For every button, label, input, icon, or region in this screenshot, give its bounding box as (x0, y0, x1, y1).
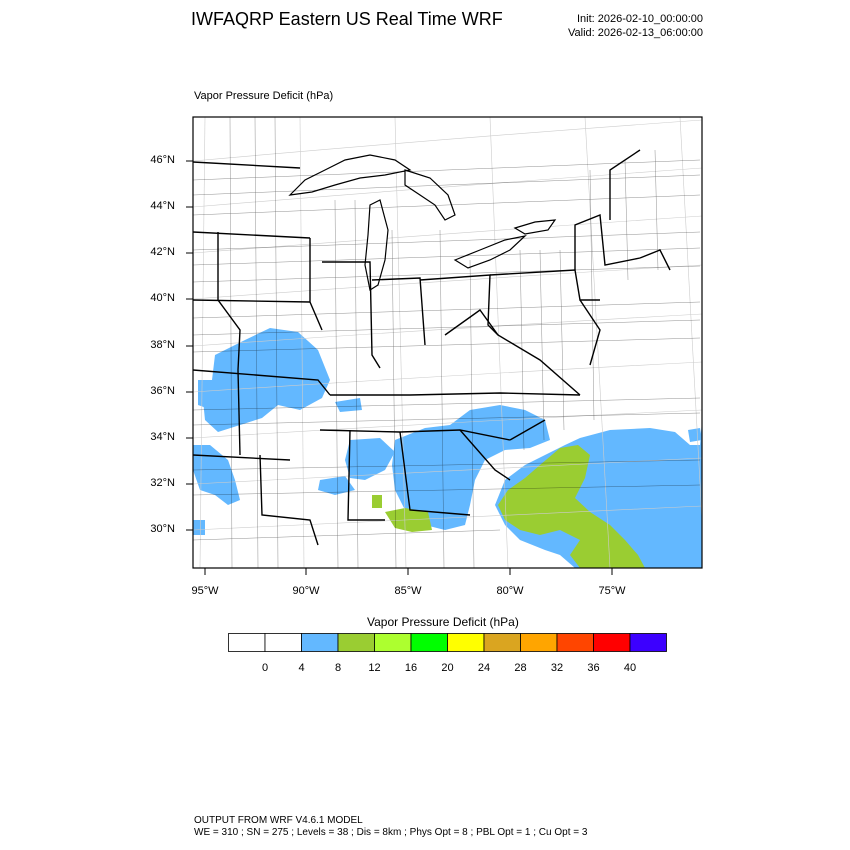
lat-label: 32°N (150, 477, 175, 489)
page-title: IWFAQRP Eastern US Real Time WRF (191, 9, 503, 29)
colorbar-swatch (264, 633, 302, 652)
colorbar-label: 24 (477, 662, 491, 674)
lat-label: 38°N (150, 339, 175, 351)
init-time: Init: 2026-02-10_00:00:00 (577, 13, 703, 25)
field-title: Vapor Pressure Deficit (hPa) (194, 90, 334, 102)
state-boundaries (193, 149, 671, 546)
lon-label: 85°W (394, 585, 422, 597)
colorbar-label: 40 (623, 662, 637, 674)
colorbar-title: Vapor Pressure Deficit (hPa) (367, 615, 519, 629)
colorbar-swatch (447, 633, 485, 652)
lat-label: 36°N (150, 385, 175, 397)
colorbar-label: 32 (550, 662, 564, 674)
lon-label: 75°W (598, 585, 626, 597)
colorbar-swatch (337, 633, 375, 652)
colorbar-swatch (556, 633, 594, 652)
colorbar-label: 16 (404, 662, 418, 674)
lat-label: 34°N (150, 431, 175, 443)
colorbar-label: 4 (298, 662, 305, 674)
lat-label: 42°N (150, 246, 175, 258)
footer-settings: WE = 310 ; SN = 275 ; Levels = 38 ; Dis … (194, 827, 588, 838)
colorbar (228, 633, 667, 652)
colorbar-label: 8 (334, 662, 342, 674)
lat-label: 40°N (150, 292, 175, 304)
colorbar-label: 20 (441, 662, 454, 674)
colorbar-swatch (520, 633, 558, 652)
colorbar-swatch (374, 633, 412, 652)
county-boundaries (193, 117, 701, 568)
colorbar-label: 0 (261, 662, 269, 674)
lon-ticks (204, 568, 613, 575)
lat-ticks (186, 160, 193, 531)
colorbar-swatch (301, 633, 339, 652)
valid-time: Valid: 2026-02-13_06:00:00 (568, 27, 703, 39)
lon-label: 80°W (496, 585, 524, 597)
footer-model: OUTPUT FROM WRF V4.6.1 MODEL (194, 815, 363, 826)
colorbar-swatch (483, 633, 521, 652)
lon-label: 95°W (191, 585, 219, 597)
colorbar-label: 36 (587, 662, 600, 674)
lat-label: 30°N (150, 523, 175, 535)
colorbar-label: 12 (368, 662, 381, 674)
colorbar-swatch (593, 633, 631, 652)
lon-label: 90°W (292, 585, 320, 597)
colorbar-swatch (629, 633, 667, 652)
lat-label: 44°N (150, 200, 175, 212)
colorbar-swatch (410, 633, 448, 652)
lat-label: 46°N (150, 154, 175, 166)
colorbar-label: 28 (514, 662, 527, 674)
map-frame (192, 116, 703, 569)
colorbar-swatch (228, 633, 266, 652)
